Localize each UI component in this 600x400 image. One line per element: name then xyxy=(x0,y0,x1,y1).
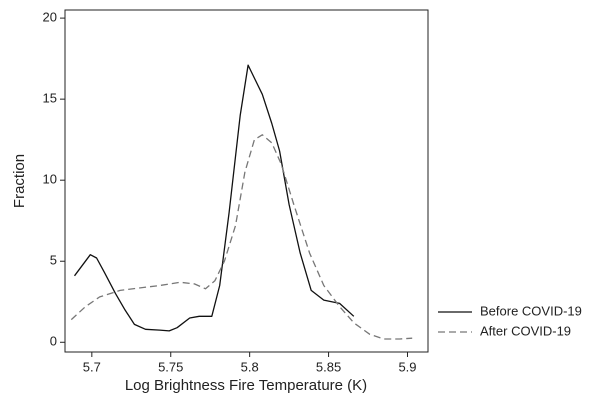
y-tick-label: 20 xyxy=(43,10,57,25)
y-tick-label: 0 xyxy=(50,334,57,349)
x-tick-label: 5.7 xyxy=(83,359,101,374)
x-tick-label: 5.8 xyxy=(241,359,259,374)
x-tick-label: 5.75 xyxy=(158,359,183,374)
line-series xyxy=(73,64,355,332)
x-axis-label: Log Brightness Fire Temperature (K) xyxy=(125,377,367,394)
x-tick-label: 5.85 xyxy=(316,359,341,374)
legend-label: Before COVID-19 xyxy=(480,303,582,318)
y-tick-label: 15 xyxy=(43,91,57,106)
y-tick-label: 10 xyxy=(43,172,57,187)
y-axis-label: Fraction xyxy=(11,154,28,208)
line-series xyxy=(70,134,413,340)
legend-label: After COVID-19 xyxy=(480,323,571,338)
x-tick-label: 5.9 xyxy=(398,359,416,374)
y-tick-label: 5 xyxy=(50,253,57,268)
plot-frame xyxy=(64,9,429,353)
